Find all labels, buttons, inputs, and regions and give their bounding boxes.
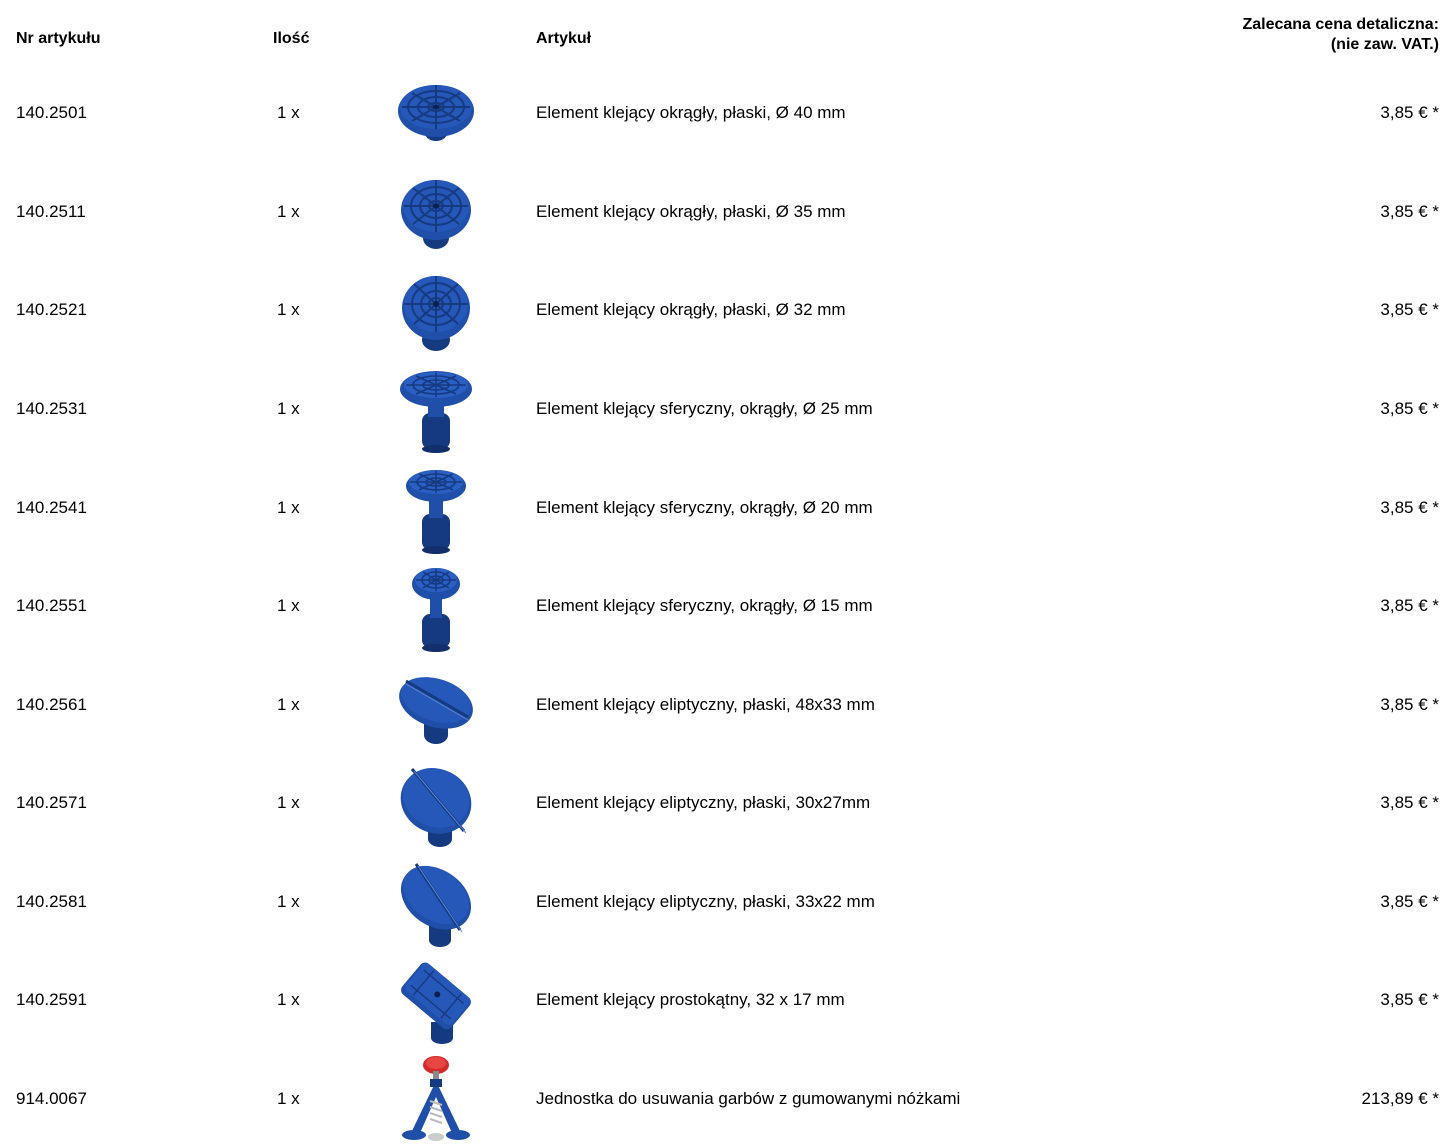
- quantity: 1 x: [277, 892, 300, 911]
- quantity: 1 x: [277, 498, 300, 517]
- article-number: 140.2541: [16, 498, 87, 517]
- article-number: 140.2561: [16, 695, 87, 714]
- round-flat-glue-tab-icon: [396, 264, 476, 356]
- article-number: 140.2531: [16, 399, 87, 418]
- article-description: Element klejący sferyczny, okrągły, Ø 20…: [536, 498, 873, 517]
- table-row: 140.2581 1 x Element klejący eliptyczny,…: [0, 853, 1443, 951]
- quantity: 1 x: [277, 1089, 300, 1108]
- table-row: 140.2531 1 x Element klejący sferyczny,: [0, 360, 1443, 458]
- elliptical-glue-tab-icon: [396, 856, 476, 948]
- table-row: 140.2541 1 x Element klejący sferyczny,: [0, 459, 1443, 557]
- table-row: 140.2591 1 x Element klej: [0, 951, 1443, 1049]
- header-retail-price-line2: (nie zaw. VAT.): [1330, 36, 1439, 53]
- quantity: 1 x: [277, 793, 300, 812]
- quantity: 1 x: [277, 399, 300, 418]
- rectangular-glue-tab-icon: [396, 954, 476, 1046]
- article-number: 140.2501: [16, 103, 87, 122]
- article-number: 140.2571: [16, 793, 87, 812]
- retail-price: 3,85 € *: [1380, 498, 1439, 517]
- article-description: Element klejący sferyczny, okrągły, Ø 25…: [536, 399, 873, 418]
- retail-price: 3,85 € *: [1380, 990, 1439, 1009]
- article-number: 140.2581: [16, 892, 87, 911]
- elliptical-glue-tab-icon: [396, 757, 476, 849]
- header-retail-price-line1: Zalecana cena detaliczna:: [1242, 16, 1439, 33]
- header-article-number: Nr artykułu: [16, 30, 101, 47]
- retail-price: 3,85 € *: [1380, 793, 1439, 812]
- quantity: 1 x: [277, 990, 300, 1009]
- article-number: 140.2521: [16, 300, 87, 319]
- article-description: Jednostka do usuwania garbów z gumowanym…: [536, 1089, 961, 1108]
- dent-puller-bridge-icon: [396, 1053, 476, 1145]
- header-article: Artykuł: [536, 30, 592, 47]
- article-description: Element klejący sferyczny, okrągły, Ø 15…: [536, 596, 873, 615]
- article-description: Element klejący eliptyczny, płaski, 48x3…: [536, 695, 875, 714]
- article-description: Element klejący prostokątny, 32 x 17 mm: [536, 990, 845, 1009]
- spherical-glue-tab-icon: [396, 363, 476, 455]
- article-description: Element klejący eliptyczny, płaski, 30x2…: [536, 793, 871, 812]
- article-number: 140.2511: [16, 202, 86, 221]
- quantity: 1 x: [277, 103, 300, 122]
- spherical-glue-tab-icon: [396, 560, 476, 652]
- round-flat-glue-tab-icon: [396, 166, 476, 258]
- quantity: 1 x: [277, 695, 300, 714]
- retail-price: 3,85 € *: [1380, 399, 1439, 418]
- retail-price: 213,89 € *: [1361, 1089, 1439, 1108]
- article-description: Element klejący okrągły, płaski, Ø 32 mm: [536, 300, 846, 319]
- table-row: 140.2551 1 x Element klejący sferyczny,: [0, 557, 1443, 655]
- header-retail-price: Zalecana cena detaliczna: (nie zaw. VAT.…: [1119, 15, 1439, 55]
- retail-price: 3,85 € *: [1380, 695, 1439, 714]
- table-row: 140.2521 1 x Element klejący okrągły,: [0, 261, 1443, 359]
- retail-price: 3,85 € *: [1380, 300, 1439, 319]
- retail-price: 3,85 € *: [1380, 103, 1439, 122]
- retail-price: 3,85 € *: [1380, 892, 1439, 911]
- elliptical-glue-tab-icon: [396, 659, 476, 751]
- table-row: 140.2571 1 x Element klejący eliptyczny,…: [0, 754, 1443, 852]
- spherical-glue-tab-icon: [396, 462, 476, 554]
- quantity: 1 x: [277, 202, 300, 221]
- article-number: 914.0067: [16, 1089, 87, 1108]
- retail-price: 3,85 € *: [1380, 596, 1439, 615]
- table-row: 140.2501 1 x Element klejący okrągły,: [0, 64, 1443, 162]
- article-description: Element klejący okrągły, płaski, Ø 35 mm: [536, 202, 846, 221]
- article-number: 140.2591: [16, 990, 87, 1009]
- quantity: 1 x: [277, 300, 300, 319]
- article-number: 140.2551: [16, 596, 87, 615]
- table-row: 140.2511 1 x Element klejący okrągły,: [0, 163, 1443, 261]
- table-header: Nr artykułu Ilość Artykuł Zalecana cena …: [0, 0, 1443, 68]
- article-description: Element klejący eliptyczny, płaski, 33x2…: [536, 892, 875, 911]
- quantity: 1 x: [277, 596, 300, 615]
- retail-price: 3,85 € *: [1380, 202, 1439, 221]
- header-quantity: Ilość: [273, 30, 310, 47]
- article-description: Element klejący okrągły, płaski, Ø 40 mm: [536, 103, 846, 122]
- table-row: 914.0067 1 x: [0, 1050, 1443, 1148]
- round-flat-glue-tab-icon: [396, 67, 476, 159]
- table-row: 140.2561 1 x Element klejący eliptyczny,…: [0, 656, 1443, 754]
